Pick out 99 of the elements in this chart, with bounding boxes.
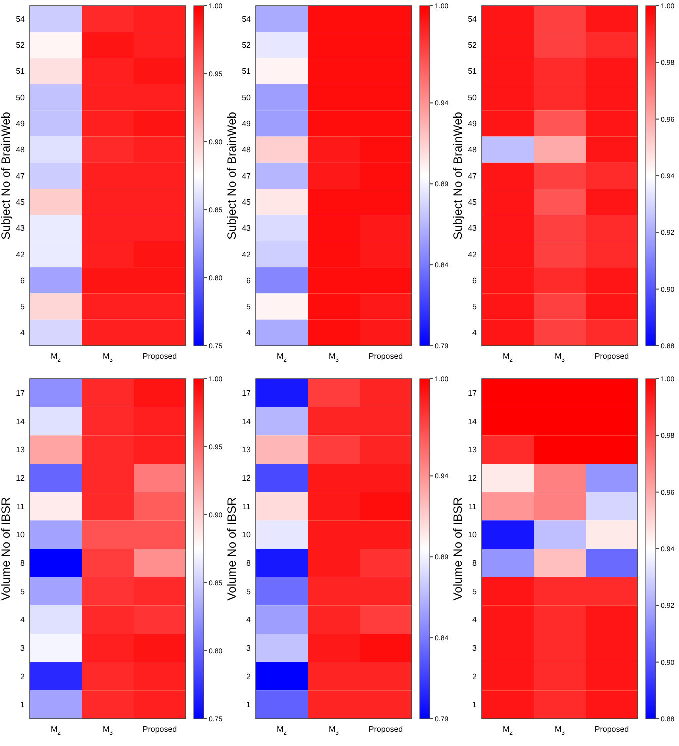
y-tick-label: 52 (468, 41, 478, 50)
y-tick-label: 51 (468, 67, 478, 76)
y-tick-label: 43 (242, 224, 252, 234)
y-tick-label: 13 (242, 446, 252, 455)
y-tick-label: 4 (246, 616, 252, 625)
x-tick-label: M$_{3}$ (102, 352, 114, 364)
x-tick-label: M$_{3}$ (328, 352, 340, 364)
y-tick-label: 3 (246, 644, 252, 653)
y-tick-label: 17 (242, 388, 252, 398)
y-tick-label: 1 (20, 700, 26, 710)
y-tick-label: 3 (20, 644, 26, 653)
y-tick-label: 17 (468, 388, 478, 398)
y-tick-label: 51 (16, 67, 26, 76)
x-tick-label: M$_{3}$ (102, 725, 114, 737)
y-tick-label: 4 (20, 616, 26, 625)
x-tick-label: M$_{3}$ (554, 352, 566, 364)
y-tick-label: 45 (242, 198, 252, 207)
y-tick-label: 42 (468, 250, 478, 260)
y-tick-label: 8 (20, 558, 26, 568)
x-tick-label: M$_{2}$ (276, 725, 288, 737)
y-tick-label: 11 (242, 502, 252, 512)
y-tick-label: 43 (16, 224, 26, 234)
y-tick-label: 8 (472, 558, 478, 568)
y-tick-label: 5 (246, 587, 252, 596)
y-tick-label: 5 (246, 302, 252, 312)
y-tick-label: 48 (16, 146, 26, 155)
y-tick-label: 2 (20, 672, 26, 682)
x-tick-label: Proposed (368, 352, 404, 361)
y-tick-label: 5 (20, 302, 26, 312)
y-tick-label: 14 (242, 417, 252, 426)
y-tick-label: 5 (472, 587, 478, 596)
y-tick-label: 47 (468, 172, 478, 181)
y-tick-label: 42 (16, 250, 26, 260)
x-tick-label: M$_{2}$ (50, 725, 62, 737)
y-tick-label: 1 (472, 700, 478, 710)
y-tick-label: 8 (246, 558, 252, 568)
x-tick-label: Proposed (594, 352, 630, 361)
y-tick-label: 48 (468, 146, 478, 155)
x-tick-label: Proposed (368, 725, 404, 734)
y-tick-label: 47 (242, 172, 252, 181)
x-tick-label: M$_{2}$ (276, 352, 288, 364)
y-tick-label: 1 (246, 700, 252, 710)
x-tick-label: Proposed (142, 352, 178, 361)
x-tick-label: M$_{2}$ (502, 352, 514, 364)
y-axis-title: Volume No of IBSR (225, 496, 239, 601)
y-tick-label: 49 (242, 119, 252, 128)
y-tick-label: 50 (242, 93, 252, 102)
y-tick-label: 52 (242, 41, 252, 50)
x-tick-label: Proposed (142, 725, 178, 734)
y-tick-label: 12 (16, 474, 26, 483)
y-tick-label: 4 (472, 616, 478, 625)
y-tick-label: 49 (468, 119, 478, 128)
y-tick-label: 5 (472, 302, 478, 312)
y-tick-label: 49 (16, 119, 26, 128)
y-axis-title: Subject No of BrainWeb (0, 112, 13, 240)
y-tick-label: 13 (16, 446, 26, 455)
y-tick-label: 54 (242, 14, 252, 24)
y-tick-label: 4 (246, 328, 252, 338)
y-tick-label: 4 (20, 328, 26, 338)
y-tick-label: 11 (468, 502, 478, 512)
y-tick-label: 51 (242, 67, 252, 76)
y-tick-label: 47 (16, 172, 26, 181)
y-tick-label: 2 (472, 672, 478, 682)
x-tick-label: M$_{3}$ (554, 725, 566, 737)
y-tick-label: 50 (16, 93, 26, 102)
x-tick-label: M$_{2}$ (502, 725, 514, 737)
y-tick-label: 52 (16, 41, 26, 50)
y-tick-label: 48 (242, 146, 252, 155)
y-tick-label: 54 (468, 14, 478, 24)
y-tick-label: 43 (468, 224, 478, 234)
y-tick-label: 3 (472, 644, 478, 653)
y-tick-label: 4 (472, 328, 478, 338)
y-tick-label: 12 (242, 474, 252, 483)
y-tick-label: 2 (246, 672, 252, 682)
y-tick-label: 45 (468, 198, 478, 207)
y-tick-label: 10 (16, 530, 26, 540)
y-axis-title: Subject No of BrainWeb (451, 112, 465, 240)
y-tick-label: 6 (20, 276, 26, 286)
y-axis-title: Volume No of IBSR (0, 496, 13, 601)
y-tick-label: 54 (16, 14, 26, 24)
y-tick-label: 6 (246, 276, 252, 286)
x-tick-label: M$_{3}$ (328, 725, 340, 737)
x-tick-label: M$_{2}$ (50, 352, 62, 364)
x-tick-label: Proposed (594, 725, 630, 734)
y-tick-label: 6 (472, 276, 478, 286)
y-tick-label: 10 (468, 530, 478, 540)
y-tick-label: 5 (20, 587, 26, 596)
y-tick-label: 17 (16, 388, 26, 398)
y-tick-label: 45 (16, 198, 26, 207)
y-tick-label: 14 (468, 417, 478, 426)
y-tick-label: 42 (242, 250, 252, 260)
y-tick-label: 10 (242, 530, 252, 540)
y-tick-label: 13 (468, 446, 478, 455)
y-axis-title: Volume No of IBSR (451, 496, 465, 601)
y-tick-label: 14 (16, 417, 26, 426)
y-tick-label: 50 (468, 93, 478, 102)
y-tick-label: 12 (468, 474, 478, 483)
y-tick-label: 11 (16, 502, 26, 512)
y-axis-title: Subject No of BrainWeb (225, 112, 239, 240)
